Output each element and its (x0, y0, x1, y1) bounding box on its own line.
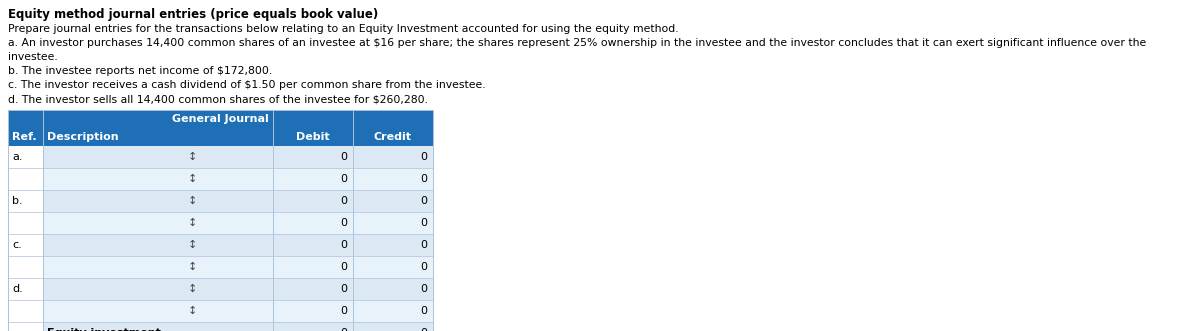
Text: General Journal: General Journal (172, 114, 269, 124)
Text: 0: 0 (340, 196, 347, 206)
Text: c.: c. (12, 240, 22, 250)
Bar (8, 278, 43, 300)
Text: 0: 0 (340, 262, 347, 272)
Text: ↕: ↕ (188, 306, 197, 316)
Text: Prepare journal entries for the transactions below relating to an Equity Investm: Prepare journal entries for the transact… (8, 24, 679, 34)
Text: 0: 0 (340, 328, 347, 331)
Text: 0: 0 (420, 240, 427, 250)
Bar (43, 322, 433, 331)
Text: 0: 0 (420, 174, 427, 184)
Bar (8, 300, 43, 322)
Text: ↕: ↕ (188, 284, 197, 294)
Bar (43, 190, 433, 212)
Text: 0: 0 (340, 240, 347, 250)
Text: b. The investee reports net income of $172,800.: b. The investee reports net income of $1… (8, 66, 272, 76)
Text: Equity method journal entries (price equals book value): Equity method journal entries (price equ… (8, 8, 378, 21)
Text: 0: 0 (340, 218, 347, 228)
Text: 0: 0 (420, 152, 427, 162)
Text: Debit: Debit (296, 132, 330, 142)
Text: ↕: ↕ (188, 152, 197, 162)
Bar (43, 212, 433, 234)
Bar (43, 146, 433, 168)
Bar (8, 234, 43, 256)
Text: Description: Description (47, 132, 119, 142)
Text: b.: b. (12, 196, 23, 206)
Bar (43, 234, 433, 256)
Bar (8, 190, 43, 212)
Text: Equity investment: Equity investment (47, 328, 161, 331)
Text: ↕: ↕ (188, 218, 197, 228)
Text: 0: 0 (420, 196, 427, 206)
Text: investee.: investee. (8, 52, 58, 62)
Text: a. An investor purchases 14,400 common shares of an investee at $16 per share; t: a. An investor purchases 14,400 common s… (8, 38, 1146, 48)
Text: 0: 0 (340, 174, 347, 184)
Text: d. The investor sells all 14,400 common shares of the investee for $260,280.: d. The investor sells all 14,400 common … (8, 94, 428, 104)
Bar (43, 168, 433, 190)
Text: 0: 0 (340, 306, 347, 316)
Text: 0: 0 (420, 218, 427, 228)
Bar (8, 110, 433, 128)
Text: ↕: ↕ (188, 240, 197, 250)
Text: 0: 0 (340, 284, 347, 294)
Bar (43, 256, 433, 278)
Text: a.: a. (12, 152, 23, 162)
Bar (8, 322, 43, 331)
Text: d.: d. (12, 284, 23, 294)
Text: ↕: ↕ (188, 196, 197, 206)
Bar (8, 256, 43, 278)
Bar (43, 300, 433, 322)
Bar (8, 212, 43, 234)
Text: 0: 0 (420, 262, 427, 272)
Text: c. The investor receives a cash dividend of $1.50 per common share from the inve: c. The investor receives a cash dividend… (8, 80, 486, 90)
Text: ↕: ↕ (188, 174, 197, 184)
Text: Ref.: Ref. (12, 132, 37, 142)
Text: Credit: Credit (374, 132, 412, 142)
Bar (8, 128, 433, 146)
Text: 0: 0 (420, 284, 427, 294)
Text: 0: 0 (420, 306, 427, 316)
Bar (8, 168, 43, 190)
Text: 0: 0 (340, 152, 347, 162)
Text: ↕: ↕ (188, 262, 197, 272)
Bar (43, 278, 433, 300)
Bar (8, 146, 43, 168)
Text: 0: 0 (420, 328, 427, 331)
